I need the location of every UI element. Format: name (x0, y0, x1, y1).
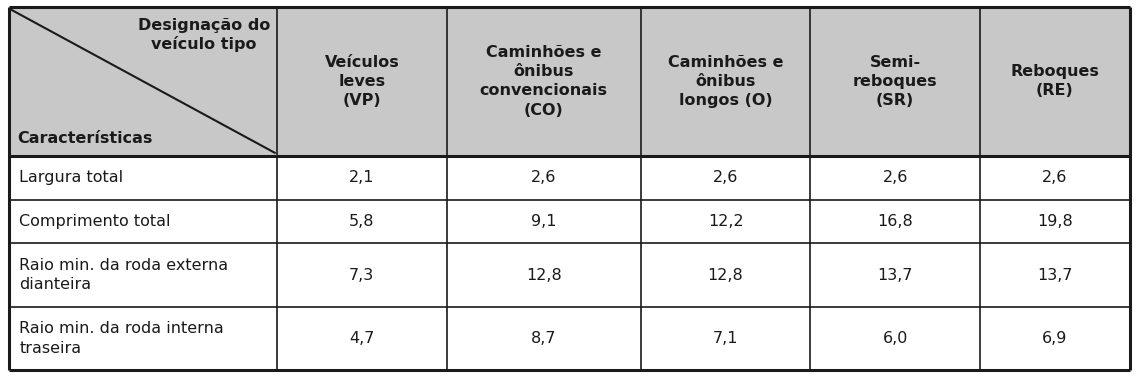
Text: 8,7: 8,7 (531, 331, 557, 346)
Bar (980, 243, 1130, 307)
Text: Semi-
reboques
(SR): Semi- reboques (SR) (853, 55, 937, 108)
Text: Designação do
veículo tipo: Designação do veículo tipo (138, 18, 270, 52)
Bar (446, 7, 641, 156)
Text: Características: Características (17, 131, 153, 146)
Text: 12,8: 12,8 (526, 268, 562, 282)
Text: 2,6: 2,6 (1042, 170, 1067, 185)
Bar (9, 307, 277, 370)
Bar (641, 243, 810, 307)
Text: Raio min. da roda interna
traseira: Raio min. da roda interna traseira (19, 321, 224, 356)
Bar (277, 156, 446, 199)
Bar (810, 7, 980, 156)
Bar (980, 156, 1130, 199)
Text: 4,7: 4,7 (350, 331, 375, 346)
Bar (277, 7, 446, 156)
Text: 2,1: 2,1 (349, 170, 375, 185)
Bar (980, 199, 1130, 243)
Bar (277, 243, 446, 307)
Text: Veículos
leves
(VP): Veículos leves (VP) (325, 55, 399, 108)
Bar (446, 307, 641, 370)
Bar (277, 307, 446, 370)
Text: 12,8: 12,8 (707, 268, 744, 282)
Text: Caminhões e
ônibus
convencionais
(CO): Caminhões e ônibus convencionais (CO) (480, 45, 608, 118)
Bar (810, 156, 980, 199)
Text: 2,6: 2,6 (531, 170, 556, 185)
Bar (446, 156, 641, 199)
Text: 6,0: 6,0 (883, 331, 908, 346)
Bar (446, 199, 641, 243)
Bar (277, 199, 446, 243)
Bar (641, 156, 810, 199)
Text: 9,1: 9,1 (531, 214, 557, 229)
Bar (641, 7, 810, 156)
Text: 2,6: 2,6 (713, 170, 738, 185)
Text: 7,3: 7,3 (350, 268, 375, 282)
Bar (9, 7, 277, 156)
Bar (810, 199, 980, 243)
Bar (980, 7, 1130, 156)
Text: 7,1: 7,1 (713, 331, 738, 346)
Text: 13,7: 13,7 (1038, 268, 1073, 282)
Bar (9, 199, 277, 243)
Text: Caminhões e
ônibus
longos (O): Caminhões e ônibus longos (O) (667, 55, 784, 108)
Text: Reboques
(RE): Reboques (RE) (1010, 64, 1099, 98)
Bar (810, 307, 980, 370)
Bar (641, 307, 810, 370)
Text: Raio min. da roda externa
dianteira: Raio min. da roda externa dianteira (19, 258, 229, 292)
Text: 16,8: 16,8 (877, 214, 913, 229)
Bar (9, 156, 277, 199)
Text: 12,2: 12,2 (707, 214, 744, 229)
Text: 6,9: 6,9 (1042, 331, 1067, 346)
Bar (810, 243, 980, 307)
Text: 13,7: 13,7 (877, 268, 913, 282)
Bar (446, 243, 641, 307)
Bar (980, 307, 1130, 370)
Text: 5,8: 5,8 (349, 214, 375, 229)
Text: Comprimento total: Comprimento total (19, 214, 171, 229)
Text: 19,8: 19,8 (1036, 214, 1073, 229)
Text: Largura total: Largura total (19, 170, 123, 185)
Bar (9, 243, 277, 307)
Bar (641, 199, 810, 243)
Text: 2,6: 2,6 (883, 170, 908, 185)
